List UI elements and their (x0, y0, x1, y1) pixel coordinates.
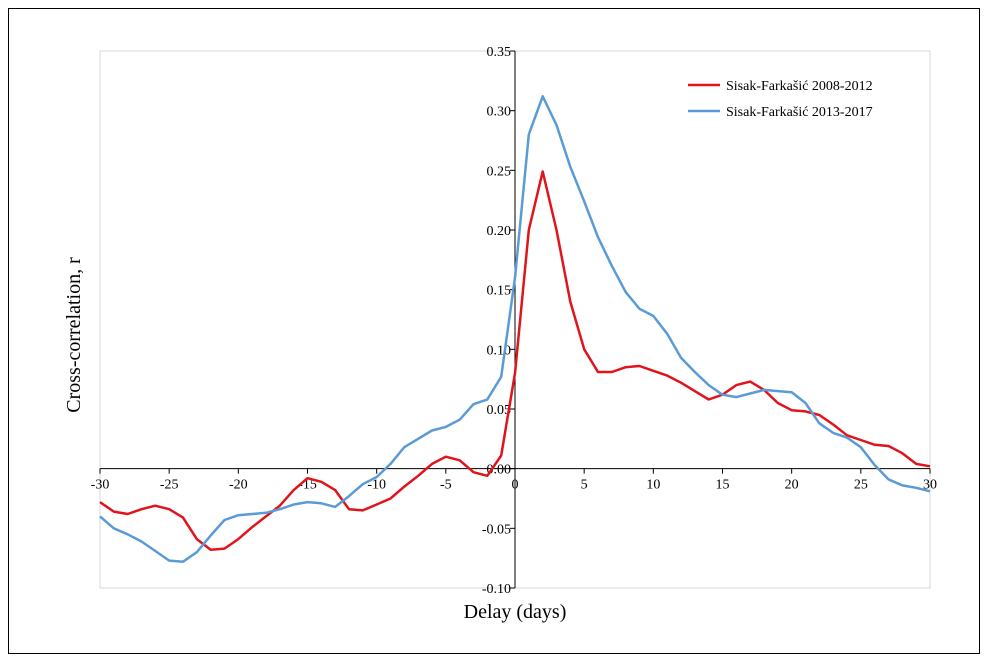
x-tick-label: 20 (785, 478, 799, 493)
y-tick-label: 0.35 (487, 45, 512, 60)
legend: Sisak-Farkašić 2008-2012 Sisak-Farkašić 2… (688, 79, 873, 120)
y-tick-label: -0.10 (482, 582, 511, 597)
y-axis-title: Cross-correlation, r (63, 257, 85, 413)
legend-label-1: Sisak-Farkašić 2008-2012 (726, 79, 873, 94)
series-line-2 (99, 95, 931, 563)
x-tick-label: 5 (581, 478, 588, 493)
x-axis-title: Delay (days) (464, 601, 567, 623)
x-tick-label: 30 (923, 478, 937, 493)
x-axis: -30 -25 -20 -15 -10 -5 0 5 10 15 20 25 30 (91, 468, 937, 493)
series-layer (99, 95, 931, 563)
x-tick-label: 25 (854, 478, 868, 493)
x-tick-label: 10 (646, 478, 660, 493)
y-tick-label: 0.15 (487, 284, 512, 299)
x-tick-label: 15 (716, 478, 730, 493)
y-tick-label: 0.25 (487, 164, 512, 179)
x-tick-label: 0 (512, 478, 519, 493)
figure-frame (8, 8, 980, 654)
y-tick-label: 0.30 (487, 105, 512, 120)
x-tick-label: -30 (91, 478, 110, 493)
y-tick-label: 0.20 (487, 224, 512, 239)
x-tick-label: -20 (229, 478, 248, 493)
x-tick-label: -5 (440, 478, 452, 493)
y-tick-label: 0.05 (487, 403, 512, 418)
x-tick-label: -10 (367, 478, 386, 493)
series-line-1 (99, 170, 931, 552)
x-tick-label: -25 (160, 478, 179, 493)
y-tick-label: 0.10 (487, 343, 512, 358)
legend-label-2: Sisak-Farkašić 2013-2017 (726, 105, 873, 120)
y-tick-label: -0.05 (482, 522, 511, 537)
